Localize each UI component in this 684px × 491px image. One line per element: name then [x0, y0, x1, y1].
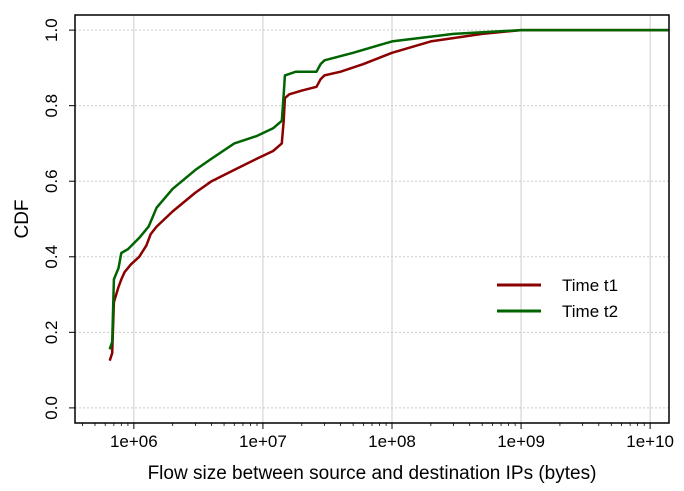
y-axis-ticks: 0.0 0.2 0.4 0.6 0.8 1.0 — [42, 18, 75, 420]
x-tick-label: 1e+10 — [626, 432, 674, 451]
series-layer — [108, 28, 669, 362]
series-line-1 — [108, 28, 669, 362]
x-tick-label: 1e+06 — [110, 432, 158, 451]
series-line-2 — [108, 28, 669, 350]
x-axis-label: Flow size between source and destination… — [148, 463, 597, 484]
x-axis-ticks: 1e+06 1e+07 1e+08 1e+09 1e+10 — [82, 423, 674, 451]
y-tick-label: 0.8 — [42, 94, 61, 118]
y-tick-label: 0.6 — [42, 169, 61, 193]
x-tick-label: 1e+09 — [497, 432, 545, 451]
y-tick-label: 0.4 — [42, 245, 61, 269]
y-tick-label: 0.0 — [42, 396, 61, 420]
y-tick-label: 1.0 — [42, 18, 61, 42]
y-axis-label: CDF — [12, 199, 33, 238]
x-tick-label: 1e+08 — [368, 432, 416, 451]
legend-label-t2: Time t2 — [562, 302, 618, 321]
y-tick-label: 0.2 — [42, 321, 61, 345]
grid-lines — [75, 15, 669, 423]
legend: Time t1 Time t2 — [497, 276, 618, 321]
x-tick-label: 1e+07 — [239, 432, 287, 451]
legend-label-t1: Time t1 — [562, 276, 618, 295]
